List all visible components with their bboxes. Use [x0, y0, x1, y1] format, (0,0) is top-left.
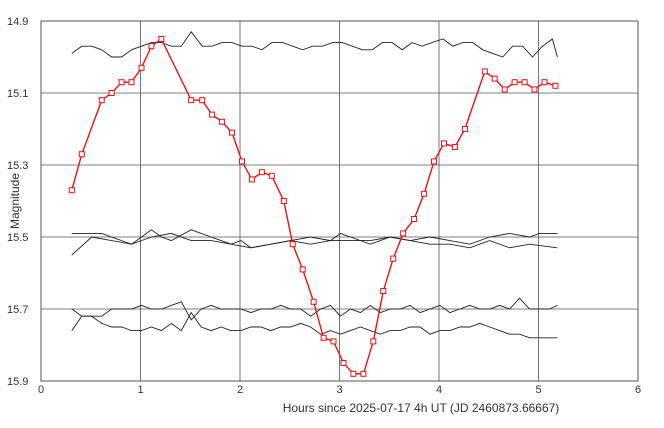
target-data-point: [199, 97, 206, 104]
target-data-point: [380, 288, 387, 294]
x-axis-tick-labels: 0 1 2 3 4 5 6: [38, 384, 641, 396]
target-series-line: [71, 37, 556, 375]
comparison-series-line-5: [71, 311, 558, 339]
target-data-point: [552, 82, 559, 89]
comparison-series-line-2: [71, 229, 558, 249]
target-data-point: [531, 86, 538, 93]
target-data-point: [239, 158, 245, 165]
target-data-point: [390, 255, 397, 262]
target-data-point: [268, 172, 275, 179]
target-data-point: [340, 360, 347, 366]
comparison-series-line-3: [71, 232, 558, 256]
x-tick-label: 3: [336, 384, 342, 396]
comparison-series-group: [71, 31, 558, 339]
target-data-point: [158, 36, 165, 42]
target-data-point: [68, 187, 75, 194]
target-data-point: [461, 126, 468, 132]
target-data-point: [330, 338, 337, 345]
target-data-point: [411, 216, 418, 222]
target-data-point: [370, 338, 377, 345]
target-data-point: [451, 144, 458, 150]
target-data-point: [491, 75, 498, 82]
target-data-point: [511, 79, 518, 86]
target-data-point: [441, 140, 447, 147]
target-data-point: [108, 90, 115, 96]
y-tick-label: 15.1: [7, 88, 28, 100]
y-axis-title: Magnitude: [8, 173, 22, 229]
y-tick-label: 15.9: [7, 376, 28, 388]
target-data-point: [421, 190, 428, 197]
target-data-point: [431, 158, 437, 165]
x-tick-label: 6: [635, 384, 641, 396]
x-tick-label: 5: [535, 384, 541, 396]
x-tick-label: 0: [38, 384, 44, 396]
target-data-point: [219, 118, 226, 125]
y-tick-label: 15.3: [7, 160, 28, 172]
target-data-point: [350, 370, 357, 377]
target-data-point: [400, 230, 407, 237]
target-data-point: [98, 97, 105, 104]
target-data-point: [280, 198, 287, 204]
comparison-series-line-1: [71, 31, 558, 58]
target-data-point: [128, 79, 135, 86]
x-tick-label: 2: [237, 384, 243, 396]
grid: [41, 21, 638, 381]
target-data-point: [258, 169, 265, 176]
target-data-point: [310, 298, 317, 305]
target-data-point: [78, 151, 85, 158]
target-data-point: [248, 176, 255, 183]
target-data-point: [148, 43, 155, 50]
y-tick-label: 15.5: [7, 232, 28, 244]
x-axis-title: Hours since 2025-07-17 4h UT (JD 2460873…: [283, 401, 560, 415]
plot-frame: [40, 20, 639, 382]
target-data-point: [481, 68, 488, 75]
target-series-group: [68, 36, 559, 377]
target-data-point: [501, 86, 508, 93]
target-data-point: [209, 111, 216, 118]
comparison-series-line-4: [71, 297, 558, 321]
target-data-point: [188, 97, 195, 104]
target-data-point: [360, 370, 367, 377]
target-data-point: [138, 64, 145, 71]
y-tick-label: 15.7: [7, 304, 28, 316]
target-data-point: [229, 129, 235, 136]
target-data-point: [521, 79, 528, 86]
target-data-point: [289, 241, 296, 248]
target-data-point: [320, 334, 327, 341]
x-tick-label: 1: [137, 384, 143, 396]
target-data-point: [541, 79, 548, 86]
y-axis-tick-labels: 14.9 15.1 15.3 15.5 15.7 15.9: [7, 16, 28, 388]
y-tick-label: 14.9: [7, 16, 28, 28]
target-data-point: [299, 266, 306, 273]
x-tick-label: 4: [436, 384, 442, 396]
target-data-point: [118, 79, 125, 86]
